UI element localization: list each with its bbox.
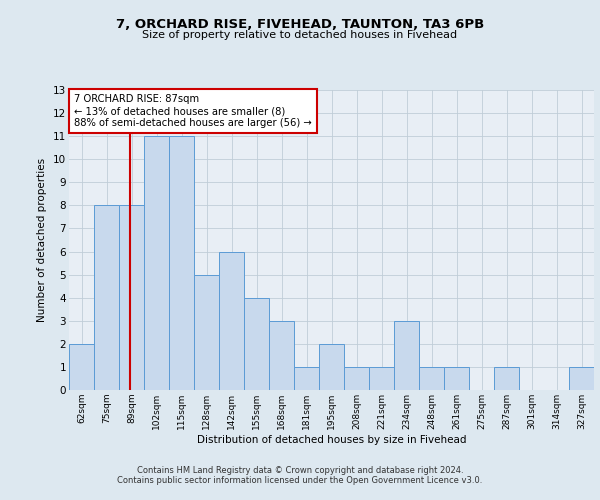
Bar [419, 367, 444, 390]
Bar [144, 136, 169, 390]
Text: 7, ORCHARD RISE, FIVEHEAD, TAUNTON, TA3 6PB: 7, ORCHARD RISE, FIVEHEAD, TAUNTON, TA3 … [116, 18, 484, 30]
Text: Size of property relative to detached houses in Fivehead: Size of property relative to detached ho… [142, 30, 458, 40]
Text: Contains HM Land Registry data © Crown copyright and database right 2024.: Contains HM Land Registry data © Crown c… [137, 466, 463, 475]
Bar [219, 252, 244, 390]
Bar [194, 274, 219, 390]
Bar [94, 206, 119, 390]
Bar [244, 298, 269, 390]
Bar [494, 367, 519, 390]
Bar [369, 367, 394, 390]
Text: Contains public sector information licensed under the Open Government Licence v3: Contains public sector information licen… [118, 476, 482, 485]
Bar [319, 344, 344, 390]
X-axis label: Distribution of detached houses by size in Fivehead: Distribution of detached houses by size … [197, 434, 466, 444]
Bar [169, 136, 194, 390]
Y-axis label: Number of detached properties: Number of detached properties [37, 158, 47, 322]
Bar [269, 321, 294, 390]
Bar [344, 367, 369, 390]
Bar [444, 367, 469, 390]
Bar [69, 344, 94, 390]
Bar [119, 206, 144, 390]
Bar [569, 367, 594, 390]
Bar [394, 321, 419, 390]
Text: 7 ORCHARD RISE: 87sqm
← 13% of detached houses are smaller (8)
88% of semi-detac: 7 ORCHARD RISE: 87sqm ← 13% of detached … [74, 94, 312, 128]
Bar [294, 367, 319, 390]
